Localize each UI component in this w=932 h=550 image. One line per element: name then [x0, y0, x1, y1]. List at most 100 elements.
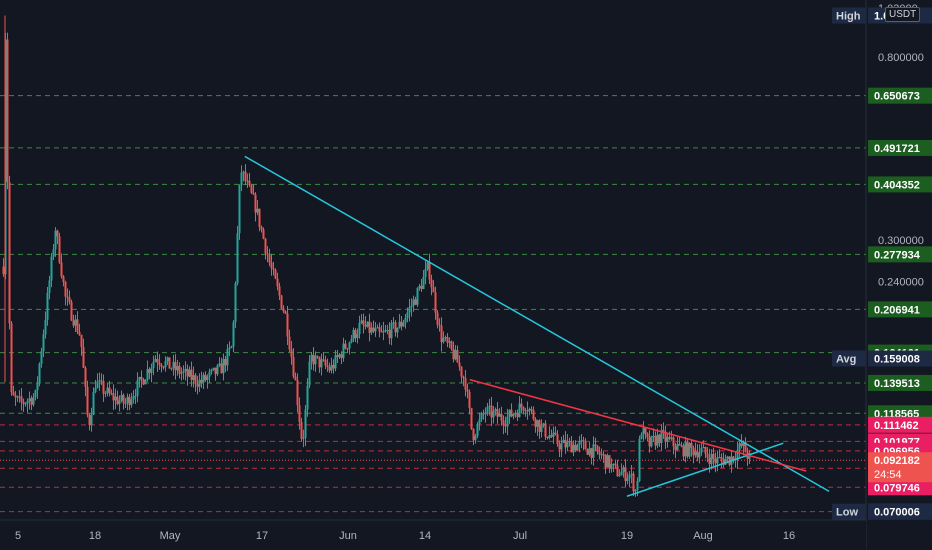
candle-body — [406, 312, 409, 319]
candle-body — [214, 367, 217, 375]
candle-body — [158, 362, 161, 366]
candle-body — [700, 448, 703, 453]
candle-body — [58, 236, 61, 263]
candle-body — [464, 378, 467, 390]
candle-body — [72, 320, 75, 326]
candle-body — [512, 414, 515, 417]
high-tag-prefix-bg — [832, 7, 866, 24]
candle-body — [460, 366, 463, 377]
candle-body — [88, 414, 91, 426]
candle-body — [240, 172, 243, 185]
candle-body — [168, 357, 171, 369]
candle-body — [180, 372, 183, 374]
candle-body — [80, 334, 83, 348]
candle-body — [152, 361, 155, 368]
candle-body — [488, 405, 491, 407]
candle-body — [370, 327, 373, 333]
candle-body — [118, 400, 121, 405]
candle-body — [552, 432, 555, 437]
candle-body — [702, 446, 705, 449]
candle-body — [150, 367, 153, 373]
candle-body — [338, 354, 341, 358]
candle-body — [132, 396, 135, 400]
candle-body — [342, 343, 345, 359]
candle-body — [696, 451, 699, 458]
candle-body — [590, 448, 593, 458]
candle-body — [684, 442, 687, 457]
candle-body — [204, 374, 207, 381]
candle-body — [288, 336, 291, 350]
candle-body — [114, 396, 117, 401]
candle-body — [530, 408, 533, 410]
candle-body — [372, 327, 375, 332]
currency-unit-label[interactable]: USDT — [885, 7, 921, 22]
candle-body — [294, 376, 297, 381]
high-tag-prefix: High — [836, 11, 861, 23]
candle-body — [226, 349, 229, 366]
candle-body — [500, 413, 503, 421]
level-tag-6-bg — [868, 374, 932, 391]
candle-body — [598, 451, 601, 455]
candle-body — [454, 350, 457, 360]
candle-body — [618, 475, 621, 477]
low-tag-bg — [868, 503, 932, 520]
candle-body — [184, 368, 187, 372]
trendline-1[interactable] — [626, 442, 784, 497]
candle-body — [558, 444, 561, 450]
candle-body — [316, 355, 319, 357]
candle-body — [578, 441, 581, 445]
candle-body — [314, 355, 317, 365]
candle-body — [166, 357, 169, 362]
candle-body — [312, 354, 315, 365]
candle-body — [602, 454, 605, 456]
avg-tag-prefix-bg — [832, 350, 866, 367]
candle-body — [388, 329, 391, 339]
candle-body — [254, 194, 257, 213]
candle-body — [42, 334, 45, 352]
level-tag-2-bg — [868, 176, 932, 193]
candle-body — [230, 346, 233, 348]
x-tick-label: 18 — [89, 530, 101, 542]
candle-body — [440, 325, 443, 343]
candle-body — [176, 366, 179, 371]
candle-body — [82, 347, 85, 368]
level-tag-0-bg — [868, 87, 932, 104]
candle-body — [568, 441, 571, 443]
candle-body — [362, 320, 365, 325]
candle-body — [50, 256, 53, 281]
candle-body — [182, 371, 185, 373]
candle-body — [624, 467, 627, 482]
candle-body — [64, 282, 67, 297]
candle-body — [584, 441, 587, 450]
candle-body — [670, 437, 673, 439]
candle-body — [726, 456, 729, 459]
candle-body — [318, 356, 321, 368]
candle-body — [170, 368, 173, 370]
candle-body — [538, 420, 541, 432]
candle-body — [100, 380, 103, 382]
candle-body — [606, 455, 609, 468]
candle-body — [350, 339, 353, 343]
trendline-0[interactable] — [244, 155, 830, 493]
candle-body — [290, 349, 293, 358]
candle-body — [462, 376, 465, 379]
trendline-2[interactable] — [469, 378, 807, 472]
candle-body — [140, 376, 143, 380]
candle-body — [274, 269, 277, 279]
candle-body — [620, 471, 623, 476]
candle-body — [660, 430, 663, 444]
candle-body — [608, 455, 611, 469]
candle-body — [446, 337, 449, 343]
candle-body — [380, 331, 383, 333]
candle-body — [556, 434, 559, 445]
candle-body — [186, 368, 189, 377]
candle-body — [554, 432, 557, 435]
candle-body — [582, 440, 585, 442]
candle-body — [332, 364, 335, 369]
candle-body — [426, 262, 429, 270]
candle-body — [34, 390, 37, 397]
candle-body — [528, 408, 531, 412]
candle-body — [450, 341, 453, 350]
